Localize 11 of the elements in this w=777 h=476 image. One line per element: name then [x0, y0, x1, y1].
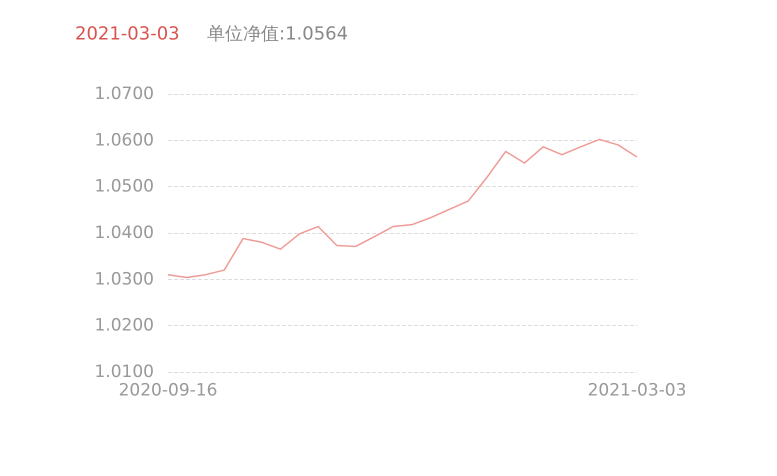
x-tick-label: 2020-09-16 — [118, 380, 218, 400]
y-tick-label: 1.0400 — [94, 223, 154, 243]
chart-subtitle: 单位净值:1.0564 — [207, 24, 348, 44]
chart-title: 2021-03-03 — [75, 24, 180, 44]
y-tick-label: 1.0100 — [94, 362, 154, 382]
y-tick-label: 1.0200 — [94, 316, 154, 336]
y-tick-label: 1.0500 — [94, 176, 154, 197]
y-tick-label: 1.0600 — [94, 130, 154, 150]
y-tick-label: 1.0700 — [94, 84, 154, 104]
y-tick-label: 1.0300 — [94, 269, 154, 290]
line-series — [167, 138, 638, 278]
